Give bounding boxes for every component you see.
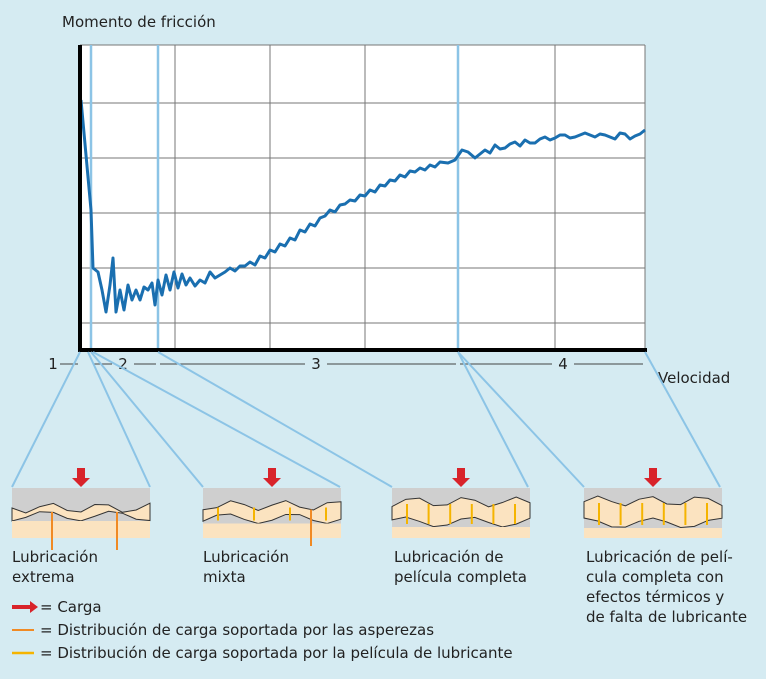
lubricant-film <box>583 495 723 528</box>
panel-lower <box>392 527 530 538</box>
load-arrow <box>263 468 281 487</box>
region-label: 4 <box>558 355 568 373</box>
caption: Lubricación <box>203 548 289 566</box>
region-label: 2 <box>118 355 128 373</box>
zoom-lines <box>11 351 721 488</box>
caption: Lubricación <box>12 548 98 566</box>
caption: cula completa con <box>586 568 724 586</box>
caption: Lubricación de <box>394 548 504 566</box>
caption: extrema <box>12 568 75 586</box>
region-label: 3 <box>311 355 321 373</box>
legend-label: = Distribución de carga soportada por la… <box>40 644 513 662</box>
region-label: 1 <box>48 355 58 373</box>
panel-lower <box>584 528 722 538</box>
panel-lower <box>203 523 341 538</box>
lubricant-film <box>391 496 531 528</box>
caption: mixta <box>203 568 246 586</box>
x-axis-label: Velocidad <box>658 369 730 387</box>
caption: Lubricación de pelí- <box>586 548 733 566</box>
panel-lower <box>12 521 150 538</box>
load-arrow <box>452 468 470 487</box>
legend-label: = Carga <box>40 598 102 616</box>
friction-curve <box>79 99 646 314</box>
y-axis-label: Momento de fricción <box>62 13 216 31</box>
grid <box>80 44 646 350</box>
panels <box>11 468 723 550</box>
plot-area <box>80 45 645 350</box>
caption: efectos térmicos y <box>586 588 724 606</box>
load-arrow <box>644 468 662 487</box>
legend-label: = Distribución de carga soportada por la… <box>40 621 434 639</box>
caption: película completa <box>394 568 527 586</box>
legend-icon <box>12 601 38 613</box>
lubricant-film <box>11 502 151 522</box>
caption: de falta de lubricante <box>586 608 747 626</box>
load-arrow <box>72 468 90 487</box>
